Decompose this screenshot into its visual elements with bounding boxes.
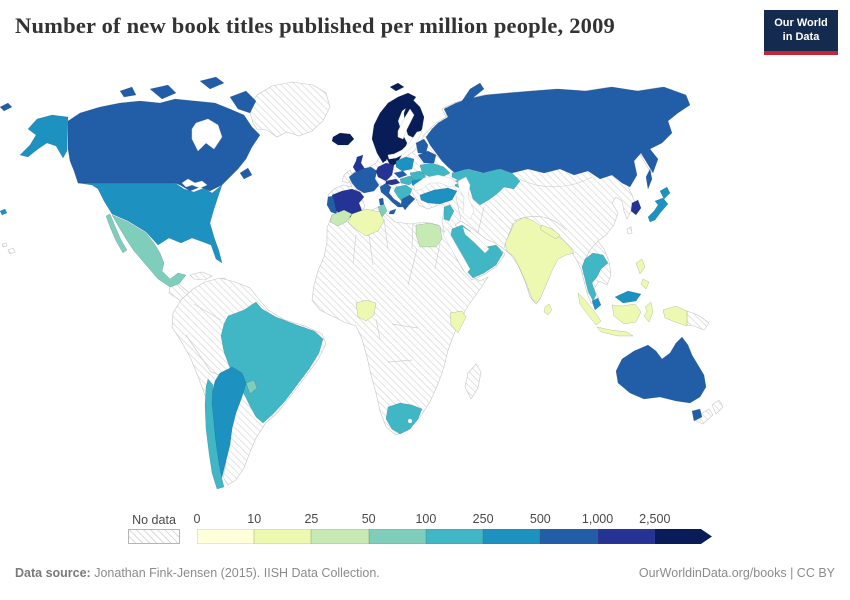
no-data-country-borders	[185, 176, 599, 381]
country-madagascar[interactable]	[464, 363, 482, 400]
legend-tick: 2,500	[639, 512, 671, 526]
country-australia[interactable]	[615, 336, 707, 422]
legend-tick: 100	[415, 512, 437, 526]
page-title: Number of new book titles published per …	[15, 13, 615, 38]
gulf-of-bothnia	[397, 108, 415, 140]
legend-tick: 10	[247, 512, 262, 526]
country-greenland[interactable]	[248, 81, 331, 138]
region-hawaii[interactable]	[1, 242, 16, 255]
no-data-label: No data	[132, 513, 176, 527]
legend-bin-3[interactable]	[368, 529, 426, 544]
country-papua-new-guinea[interactable]	[686, 310, 710, 331]
country-nepal[interactable]	[539, 224, 561, 240]
country-brazil[interactable]	[220, 301, 324, 424]
country-czechia[interactable]	[393, 170, 408, 179]
caspian-sea	[457, 176, 475, 220]
legend-bin-4[interactable]	[425, 529, 484, 544]
country-iceland[interactable]	[331, 132, 355, 146]
country-chile[interactable]	[204, 378, 225, 490]
country-france[interactable]	[348, 166, 380, 194]
country-philippines[interactable]	[635, 258, 650, 290]
country-germany[interactable]	[375, 162, 395, 182]
country-morocco[interactable]	[329, 209, 353, 227]
country-svalbard[interactable]	[389, 82, 405, 92]
legend-tick: 250	[472, 512, 494, 526]
country-russia[interactable]	[0, 82, 691, 190]
legend-bin-1[interactable]	[254, 529, 312, 544]
no-data-swatch[interactable]	[128, 529, 180, 544]
legend-bin-8-arrow[interactable]	[655, 529, 712, 544]
country-united-states[interactable]	[0, 114, 223, 264]
country-belarus[interactable]	[417, 150, 437, 164]
legend-tick: 1,000	[581, 512, 614, 526]
country-nigeria[interactable]	[355, 299, 377, 322]
legend-bin-0[interactable]	[197, 529, 255, 544]
legend-tick: 25	[304, 512, 319, 526]
country-south-korea[interactable]	[630, 199, 642, 216]
country-turkey[interactable]	[419, 187, 458, 205]
country-algeria[interactable]	[347, 208, 385, 237]
region-baltic-states[interactable]	[415, 138, 429, 154]
legend-tick-labels: 0 10 25 50 100 250 500 1,000 2,500	[193, 512, 712, 529]
legend-bin-5[interactable]	[483, 529, 541, 544]
region-levant[interactable]	[443, 204, 455, 222]
region-africa-base[interactable]	[311, 205, 489, 436]
lesotho-enclave	[407, 418, 413, 424]
map-legend: No data 0 10 25 50 100 250 500 1,000 2,5…	[128, 512, 712, 549]
hudson-bay	[191, 118, 223, 152]
data-source-label: Data source:	[15, 566, 91, 580]
world-map[interactable]	[0, 73, 850, 505]
country-uruguay[interactable]	[245, 379, 258, 395]
legend-tick: 0	[193, 512, 201, 526]
country-ukraine[interactable]	[419, 162, 451, 178]
country-denmark[interactable]	[380, 148, 389, 162]
data-source-note: Data source: Jonathan Fink-Jensen (2015)…	[15, 566, 380, 580]
red-sea	[442, 228, 471, 275]
country-austria[interactable]	[385, 178, 401, 186]
owid-logo[interactable]: Our World in Data	[764, 10, 838, 55]
legend-tick: 500	[529, 512, 551, 526]
black-sea	[413, 174, 459, 192]
legend-bin-7[interactable]	[597, 529, 655, 544]
country-mexico[interactable]	[105, 213, 187, 288]
legend-color-bar[interactable]	[197, 529, 712, 544]
country-sri-lanka[interactable]	[543, 303, 553, 316]
owid-logo-accent-bar	[764, 50, 838, 55]
country-canada[interactable]	[67, 76, 261, 192]
chart-footer: Data source: Jonathan Fink-Jensen (2015)…	[0, 566, 850, 580]
owid-link-license[interactable]: OurWorldinData.org/books | CC BY	[638, 566, 835, 580]
country-taiwan[interactable]	[626, 226, 633, 235]
baltic-sea	[387, 130, 423, 160]
country-finland[interactable]	[403, 98, 425, 140]
country-south-africa[interactable]	[385, 402, 423, 435]
owid-logo-line2: in Data	[782, 30, 820, 43]
region-thailand-laos[interactable]	[581, 252, 609, 302]
country-tunisia[interactable]	[377, 203, 388, 218]
legend-bin-2[interactable]	[311, 529, 369, 544]
country-kenya[interactable]	[449, 310, 467, 334]
owid-logo-line1: Our World	[774, 17, 828, 29]
country-malaysia[interactable]	[591, 290, 642, 311]
legend-tick: 50	[361, 512, 376, 526]
country-japan[interactable]	[647, 186, 671, 223]
country-new-zealand[interactable]	[695, 399, 724, 425]
country-egypt[interactable]	[415, 222, 443, 248]
data-source-text: Jonathan Fink-Jensen (2015). IISH Data C…	[90, 566, 380, 580]
country-greece[interactable]	[400, 194, 416, 211]
legend-bin-6[interactable]	[540, 529, 598, 544]
great-lakes	[181, 178, 208, 189]
country-poland[interactable]	[395, 156, 415, 172]
persian-gulf	[462, 226, 490, 254]
country-indonesia[interactable]	[577, 292, 688, 337]
